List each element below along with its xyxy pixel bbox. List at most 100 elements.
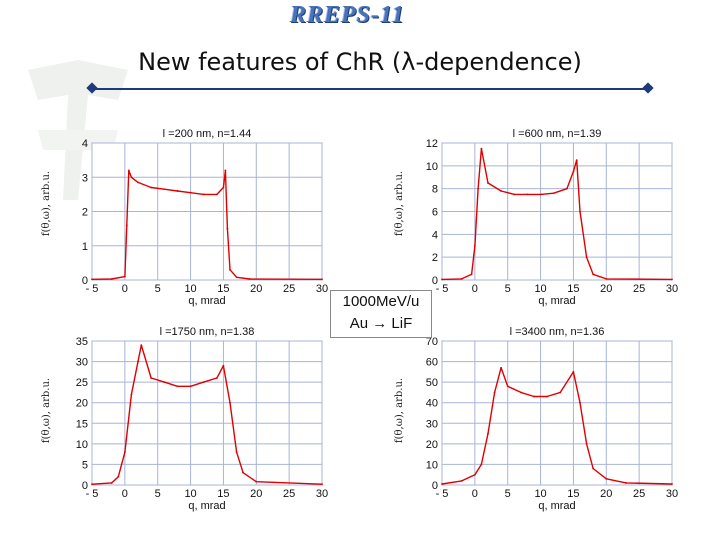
y-tick-label: 30 (426, 418, 438, 430)
y-tick-label: 1 (82, 241, 88, 253)
data-point (487, 432, 489, 435)
y-tick-label: 0 (82, 480, 88, 492)
data-point (140, 344, 143, 347)
data-point (202, 381, 205, 384)
chart-title: l =600 nm, n=1.39 (513, 128, 602, 140)
data-point (441, 483, 443, 485)
data-point (110, 482, 113, 484)
x-tick-label: 25 (633, 283, 645, 295)
x-tick-label: 20 (600, 488, 612, 500)
data-point (572, 370, 575, 373)
chart-title: l =3400 nm, n=1.36 (510, 326, 605, 338)
y-tick-label: 0 (82, 275, 88, 287)
y-axis-label-200nm: f(θ,ω), arb.u. (41, 170, 53, 237)
data-point (526, 193, 529, 196)
data-point (585, 256, 588, 259)
data-point (226, 227, 229, 230)
x-tick-label: 10 (534, 283, 546, 295)
data-point (625, 482, 627, 484)
data-point (480, 147, 483, 150)
y-tick-label: 12 (426, 138, 438, 150)
data-point (477, 187, 480, 190)
data-point (565, 187, 568, 190)
x-tick-label: 10 (534, 488, 546, 500)
chart-1750nm: l =1750 nm, n=1.38- 5 0 5 10 15 20 25 300510152… (76, 326, 328, 512)
y-tick-label: 0 (432, 275, 438, 287)
x-tick-label: - 5 (86, 488, 99, 500)
data-point (127, 169, 130, 172)
data-point (500, 366, 503, 369)
data-point (222, 364, 225, 367)
x-tick-label: 5 (155, 283, 161, 295)
data-point (605, 277, 608, 280)
y-tick-label: 10 (426, 161, 438, 173)
y-tick-label: 3 (82, 172, 88, 184)
y-tick-label: 50 (426, 377, 438, 389)
data-point (321, 483, 323, 486)
x-tick-label: 25 (633, 488, 645, 500)
data-point (605, 477, 608, 480)
data-point (671, 483, 673, 485)
data-point (229, 268, 231, 271)
data-point (255, 480, 258, 483)
title-divider (92, 88, 648, 90)
conference-logo: RREPS-11 (290, 2, 405, 28)
x-tick-label: - 5 (436, 283, 449, 295)
x-axis-label: q, mrad (188, 500, 225, 512)
data-point (137, 360, 139, 363)
data-point (163, 381, 166, 384)
data-point (137, 181, 139, 184)
y-tick-label: 2 (432, 252, 438, 264)
beam-energy: 1000MeV/u (342, 293, 420, 310)
data-point (500, 190, 503, 192)
beam-target: Au → LiF (349, 315, 413, 332)
x-tick-label: 30 (316, 283, 328, 295)
data-point (163, 188, 166, 191)
y-tick-label: 70 (426, 336, 438, 348)
x-tick-label: 0 (122, 488, 128, 500)
x-tick-label: 15 (567, 488, 579, 500)
data-point (579, 401, 581, 404)
x-tick-label: 30 (316, 488, 328, 500)
plot-area (91, 340, 323, 486)
x-axis-label: q, mrad (538, 500, 575, 512)
data-point (671, 278, 673, 281)
y-tick-label: 25 (76, 377, 88, 389)
x-tick-label: 25 (283, 488, 295, 500)
data-point (110, 278, 113, 280)
data-point (150, 377, 153, 379)
series-line-0 (91, 169, 323, 280)
chart-title: l =200 nm, n=1.44 (163, 128, 252, 140)
data-point (189, 191, 192, 194)
x-tick-label: 10 (184, 283, 196, 295)
data-point (470, 273, 473, 276)
data-point (460, 479, 463, 482)
data-point (123, 275, 126, 278)
data-point (473, 473, 476, 476)
y-tick-label: 60 (426, 357, 438, 369)
data-point (189, 385, 192, 388)
data-point (546, 395, 549, 398)
data-point (91, 278, 93, 281)
data-point (248, 278, 251, 280)
data-point (533, 395, 535, 398)
data-point (224, 169, 227, 172)
data-point (513, 193, 516, 196)
x-tick-label: 20 (600, 283, 612, 295)
y-tick-label: 40 (426, 398, 438, 410)
data-point (460, 277, 463, 280)
beam-note-box: 1000MeV/u Au → LiF (330, 290, 432, 338)
data-point (215, 377, 218, 379)
x-tick-label: 20 (250, 283, 262, 295)
y-tick-label: 20 (76, 398, 88, 410)
x-axis-label: q, mrad (188, 295, 225, 307)
data-point (229, 401, 231, 404)
x-tick-label: 10 (184, 488, 196, 500)
data-point (506, 385, 509, 388)
data-point (222, 186, 225, 189)
data-point (202, 193, 205, 196)
data-point (441, 278, 443, 281)
x-tick-label: 20 (250, 488, 262, 500)
data-point (480, 463, 483, 466)
